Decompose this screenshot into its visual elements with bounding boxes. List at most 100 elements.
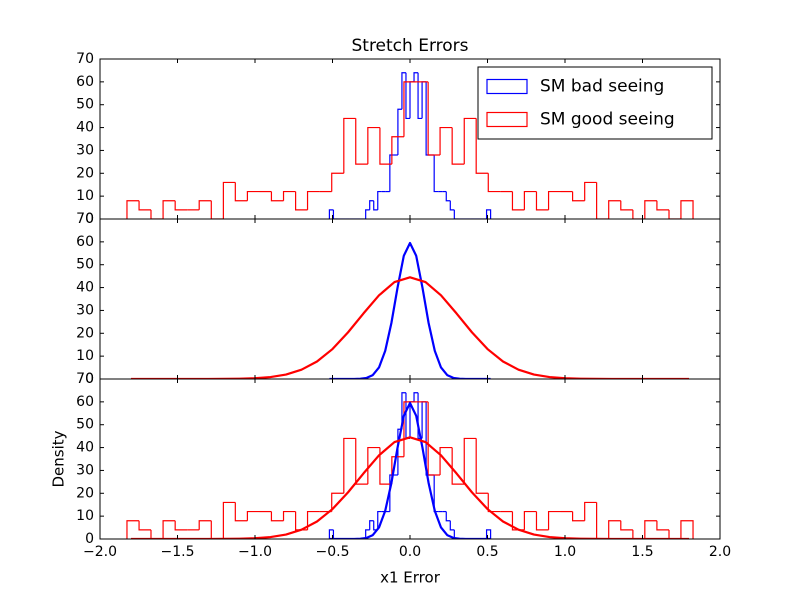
panel: 0 10 20 30 40 50 60 70 −2.0 −1.5 −1.0 −0.5 0.0 0.5 1.0…	[50, 371, 732, 587]
histogram-bin	[523, 190, 537, 210]
histogram-bin	[403, 81, 417, 137]
legend-label: SM bad seeing	[540, 77, 664, 97]
histogram-bin	[391, 136, 404, 165]
y-axis-label: Density	[50, 430, 68, 487]
y-tick-label: 70	[76, 211, 94, 227]
histogram-bin	[369, 200, 374, 210]
x-tick-label: 0.0	[399, 544, 421, 560]
histogram-bin	[282, 510, 296, 521]
histogram-bin	[246, 510, 260, 521]
legend-swatch	[486, 78, 528, 95]
histogram-bin	[584, 501, 597, 521]
histogram-bin	[405, 72, 410, 120]
histogram-bin	[210, 520, 224, 539]
histogram-bin	[222, 501, 236, 539]
histogram-bin	[453, 529, 459, 539]
histogram-bin	[377, 190, 382, 210]
histogram-bin	[439, 126, 453, 155]
histogram-bin	[270, 511, 284, 522]
histogram-bin	[427, 81, 441, 156]
y-tick-label: 40	[76, 120, 94, 136]
y-tick-label: 10	[76, 348, 94, 364]
histogram-bin	[668, 529, 681, 539]
y-tick-label: 50	[76, 257, 94, 273]
histogram-bin	[328, 529, 334, 539]
histogram-bin	[234, 182, 248, 202]
y-tick-label: 30	[76, 142, 94, 158]
histogram-bin	[174, 520, 188, 531]
histogram-bin	[535, 191, 549, 211]
histogram-bin	[126, 200, 140, 219]
histogram-bin	[680, 520, 694, 539]
histogram-bin	[331, 492, 344, 512]
y-tick-label: 0	[85, 211, 94, 227]
legend-label: SM good seeing	[540, 110, 675, 130]
histogram-bin	[449, 200, 455, 211]
histogram-bin	[367, 446, 380, 485]
y-tick-label: 20	[76, 165, 94, 181]
histogram-bin	[453, 209, 459, 219]
x-tick-label: 0.5	[476, 544, 498, 560]
histogram-bin	[295, 191, 308, 211]
histogram-bin	[126, 520, 140, 539]
histogram-bin	[343, 437, 356, 494]
histogram-bin	[535, 511, 549, 531]
histogram-bin	[138, 520, 151, 531]
y-tick-label: 60	[76, 74, 94, 90]
histogram-bin	[162, 520, 176, 539]
panel: 0 10 20 30 40 50 60 70 Stretch Errors SM bad seei…	[76, 36, 721, 227]
histogram-bin	[656, 200, 670, 211]
y-tick-label: 50	[76, 97, 94, 113]
histogram-bin	[547, 510, 561, 530]
histogram-bin	[547, 190, 561, 210]
histogram-bin	[608, 200, 621, 219]
histogram-bin	[379, 127, 392, 165]
histogram-bin	[485, 209, 492, 219]
histogram-bin	[571, 191, 585, 202]
histogram-bin	[270, 191, 284, 202]
histogram-bin	[379, 447, 392, 485]
histogram-bin	[343, 117, 356, 174]
histogram-bin	[174, 200, 188, 211]
y-tick-label: 30	[76, 302, 94, 318]
x-tick-label: −1.0	[238, 544, 272, 560]
histogram-bin	[331, 172, 344, 192]
histogram-bin	[373, 200, 378, 211]
legend: SM bad seeing SM good seeing	[477, 66, 713, 140]
histogram-bin	[463, 437, 477, 485]
histogram-bin	[439, 446, 453, 475]
histogram-bin	[210, 200, 224, 219]
histogram-bin	[511, 191, 525, 211]
x-tick-label: 1.0	[554, 544, 576, 560]
histogram-bin	[451, 127, 465, 165]
y-tick-label: 20	[76, 325, 94, 341]
chart-title: Stretch Errors	[351, 36, 468, 56]
histogram-bin	[451, 447, 465, 485]
legend-swatch	[486, 111, 528, 128]
histogram-bin	[369, 520, 374, 530]
histogram-bin	[485, 529, 492, 539]
histogram-bin	[306, 190, 320, 210]
histogram-bin	[246, 190, 260, 201]
histogram-bin	[487, 493, 501, 513]
x-tick-label: −2.0	[83, 544, 117, 560]
y-tick-label: 0	[85, 531, 94, 547]
histogram-bin	[401, 392, 406, 430]
y-tick-label: 10	[76, 188, 94, 204]
histogram-bin	[596, 502, 609, 539]
y-tick-label: 60	[76, 394, 94, 410]
histogram-bin	[328, 209, 334, 219]
histogram-bin	[523, 510, 537, 530]
y-tick-label: 50	[76, 417, 94, 433]
y-tick-label: 70	[76, 51, 94, 67]
histogram-bin	[680, 200, 694, 219]
x-tick-label: 2.0	[709, 544, 731, 560]
histogram-bin	[377, 510, 382, 530]
histogram-bin	[596, 182, 609, 219]
histogram-bin	[584, 181, 597, 201]
histogram-bin	[413, 72, 419, 82]
histogram-bin	[162, 200, 176, 219]
histogram-bin	[608, 520, 621, 539]
histogram-bin	[475, 438, 489, 494]
